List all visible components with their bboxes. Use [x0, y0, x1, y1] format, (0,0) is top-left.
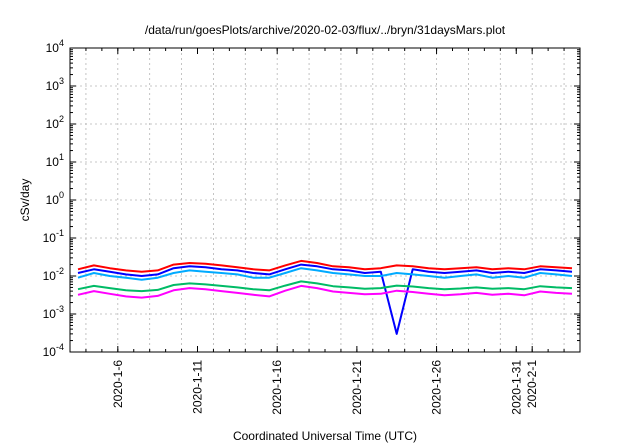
y-tick-label: 102	[46, 114, 64, 131]
x-tick-label: 2020-1-26	[430, 360, 444, 415]
series-group	[77, 259, 573, 335]
y-tick-label: 103	[46, 76, 64, 93]
x-tick-label: 2020-2-1	[525, 360, 539, 408]
x-axis-ticks: 2020-1-6 2020-1-11 2020-1-16 2020-1-21 2020-…	[85, 48, 565, 415]
y-tick-label: 10-3	[43, 304, 64, 321]
y-tick-label: 104	[46, 38, 64, 55]
grid	[70, 48, 580, 352]
chart-title: /data/run/goesPlots/archive/2020-02-03/f…	[145, 23, 506, 37]
x-tick-label: 2020-1-31	[509, 360, 523, 415]
series-line-2	[77, 267, 573, 281]
y-axis-label: cSv/day	[18, 179, 32, 222]
series-line-1	[77, 263, 573, 335]
y-tick-label: 10-4	[43, 342, 64, 359]
x-axis-label: Coordinated Universal Time (UTC)	[233, 429, 417, 443]
x-tick-label: 2020-1-16	[270, 360, 284, 415]
x-tick-label: 2020-1-21	[350, 360, 364, 415]
x-tick-label: 2020-1-11	[191, 360, 205, 414]
y-tick-label: 10-2	[43, 266, 64, 283]
y-tick-label: 101	[46, 152, 64, 169]
series-line-0	[77, 259, 573, 273]
y-axis-ticks: 10-4 10-3 10-2 10-1 100 101 102 103 104	[43, 38, 580, 359]
series-line-4	[77, 284, 573, 299]
y-tick-label: 10-1	[43, 228, 64, 245]
x-tick-label: 2020-1-6	[111, 360, 125, 408]
series-line-3	[77, 280, 573, 293]
y-tick-label: 100	[46, 190, 64, 207]
